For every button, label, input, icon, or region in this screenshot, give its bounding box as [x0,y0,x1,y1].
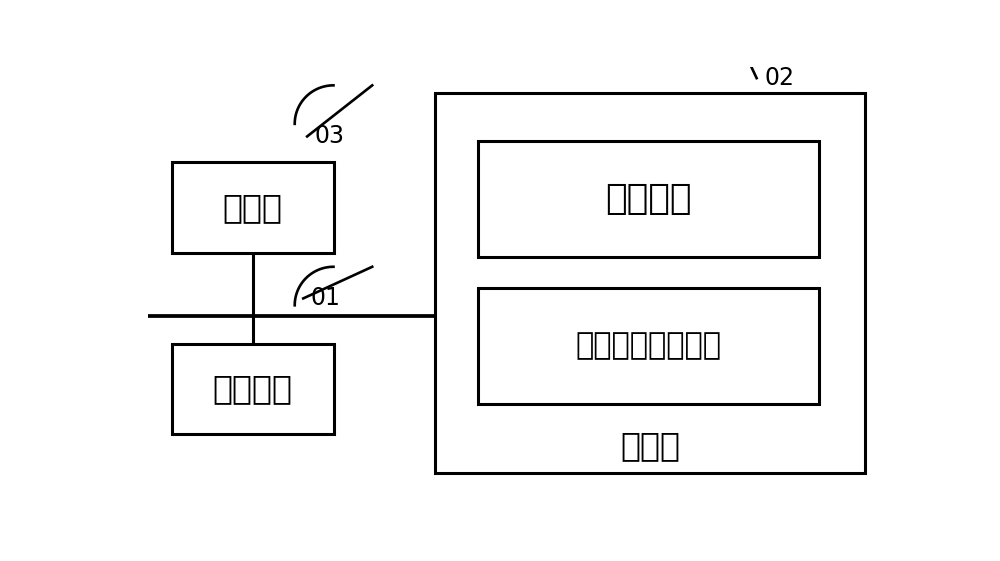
FancyBboxPatch shape [172,162,334,253]
Text: 操作系统: 操作系统 [605,182,691,216]
Text: 存储器: 存储器 [620,429,680,462]
FancyBboxPatch shape [478,288,819,404]
FancyBboxPatch shape [172,344,334,434]
Text: 01: 01 [311,287,341,310]
Text: 空调扇的控制程序: 空调扇的控制程序 [575,332,721,360]
Text: 03: 03 [315,125,345,149]
FancyBboxPatch shape [435,93,865,473]
Text: 处理器: 处理器 [223,191,283,224]
Text: 执行模块: 执行模块 [213,373,293,406]
FancyBboxPatch shape [478,141,819,257]
Text: 02: 02 [764,66,794,90]
